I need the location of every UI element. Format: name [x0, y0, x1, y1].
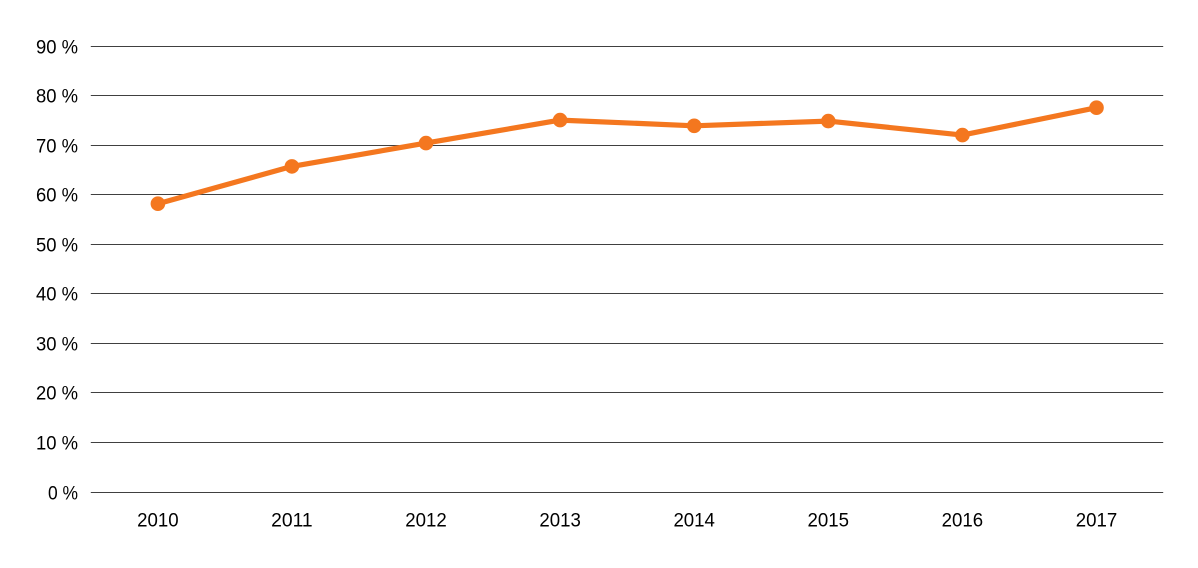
- svg-text:2017: 2017: [1076, 510, 1118, 532]
- svg-text:0 %: 0 %: [48, 483, 78, 505]
- svg-text:2013: 2013: [539, 510, 581, 532]
- svg-text:2011: 2011: [271, 510, 313, 532]
- svg-text:50 %: 50 %: [36, 235, 78, 257]
- svg-text:80 %: 80 %: [36, 86, 78, 108]
- svg-text:60 %: 60 %: [36, 185, 78, 207]
- svg-text:2014: 2014: [673, 510, 715, 532]
- svg-text:90 %: 90 %: [36, 37, 78, 59]
- svg-text:20 %: 20 %: [36, 383, 78, 405]
- svg-text:10 %: 10 %: [36, 433, 78, 455]
- svg-text:2012: 2012: [405, 510, 447, 532]
- svg-text:2016: 2016: [942, 510, 984, 532]
- svg-text:30 %: 30 %: [36, 334, 78, 356]
- svg-text:70 %: 70 %: [36, 136, 78, 158]
- svg-text:2015: 2015: [808, 510, 850, 532]
- svg-text:40 %: 40 %: [36, 284, 78, 306]
- svg-text:2010: 2010: [137, 510, 179, 532]
